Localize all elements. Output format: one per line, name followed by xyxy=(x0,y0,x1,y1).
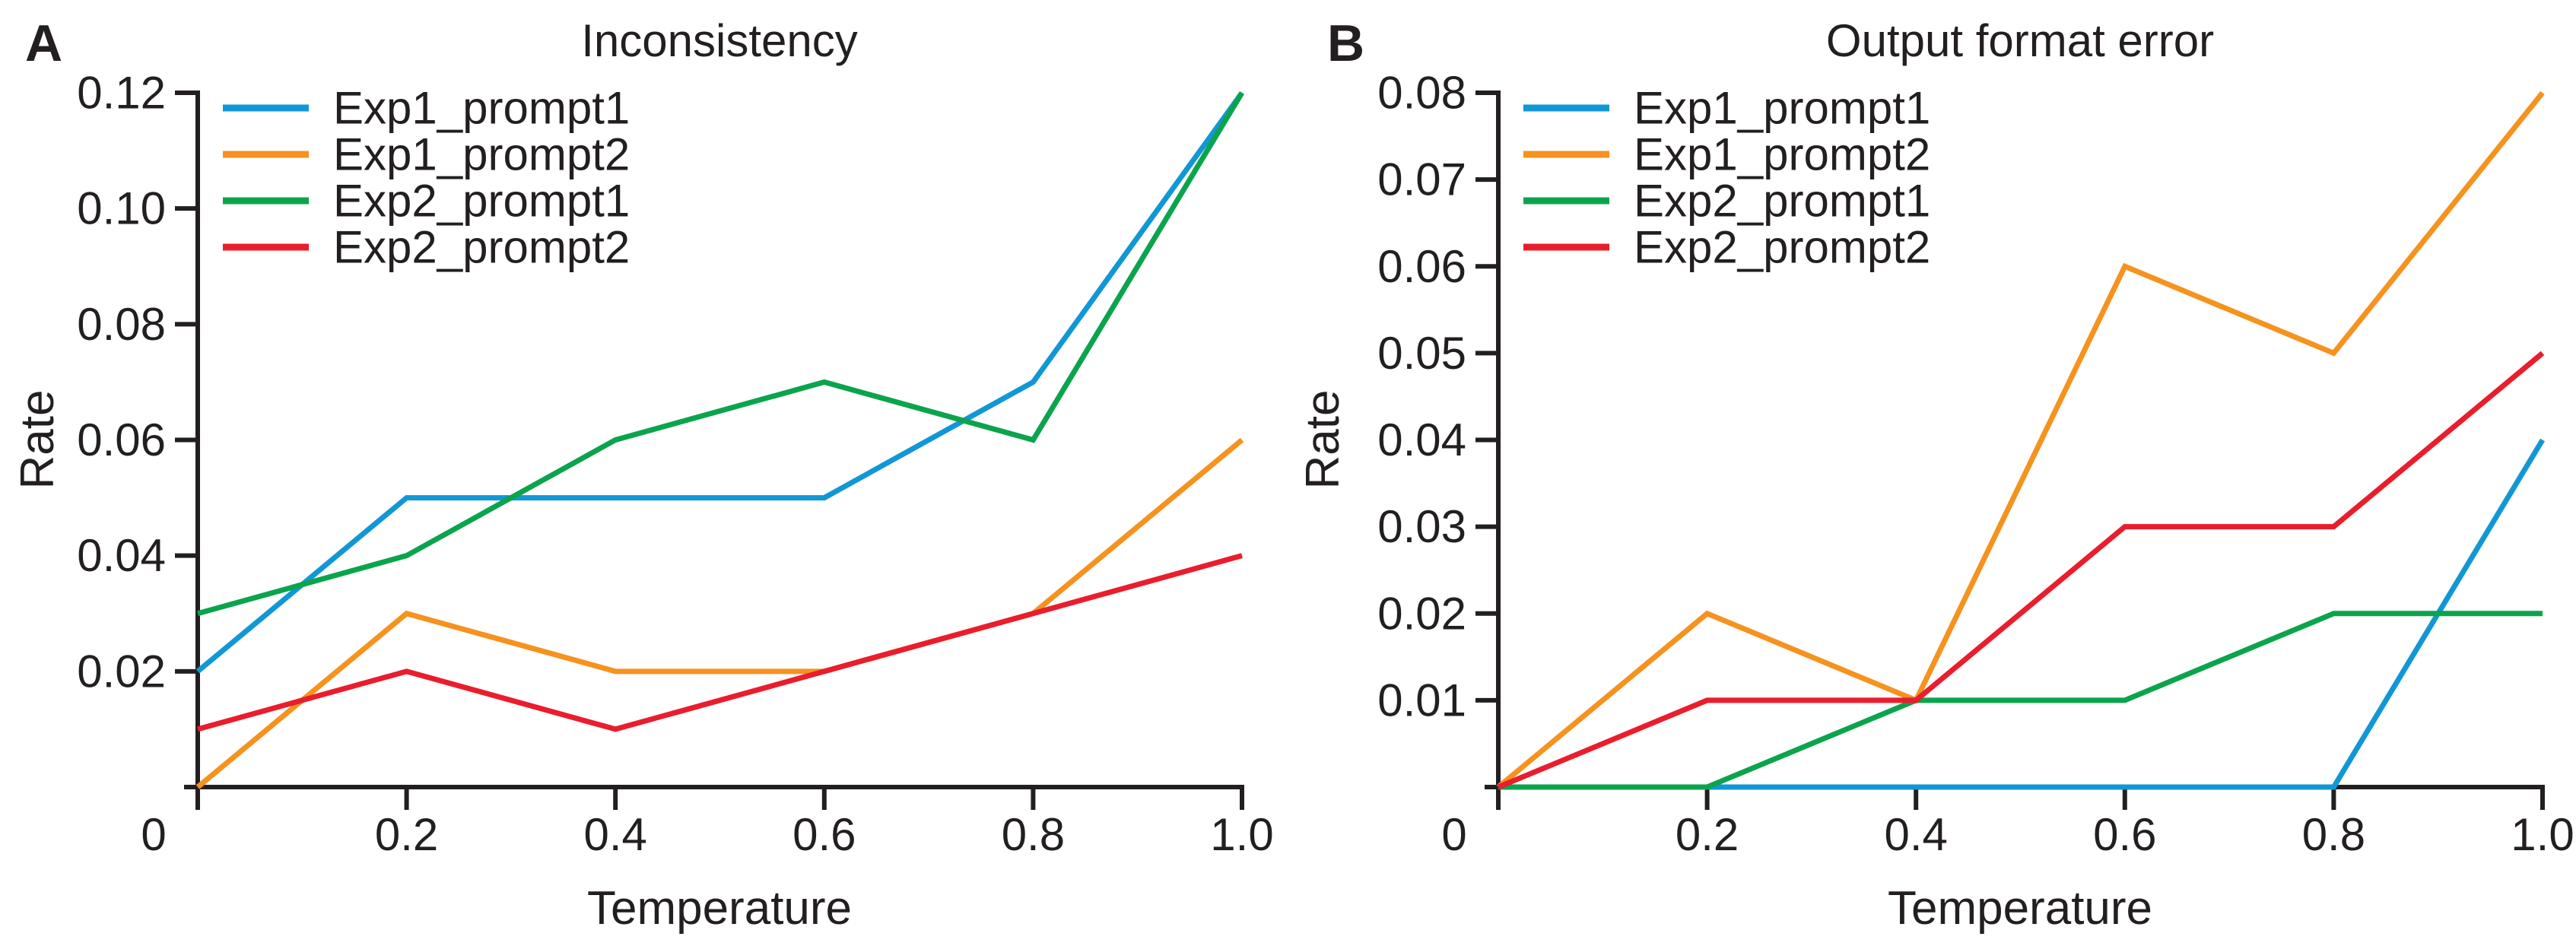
y-tick-label: 0.02 xyxy=(77,646,166,697)
x-tick-label: 0.2 xyxy=(375,809,438,860)
y-tick-label: 0.03 xyxy=(1377,501,1466,552)
y-tick-label: 0.12 xyxy=(77,68,166,119)
y-tick-label: 0.01 xyxy=(1377,675,1466,725)
series-line-exp1_prompt2 xyxy=(195,437,1244,789)
panel-a-title: Inconsistency xyxy=(581,15,858,66)
legend-label-exp2_prompt1: Exp2_prompt1 xyxy=(333,176,630,227)
series-line-exp2_prompt2 xyxy=(1497,351,2545,790)
x-tick-label: 0.8 xyxy=(1002,809,1065,860)
panel-b-x-axis-label: Temperature xyxy=(1888,882,2152,935)
panel-b-title: Output format error xyxy=(1826,15,2214,66)
x-tick-label: 0 xyxy=(141,809,166,860)
x-tick-label: 1.0 xyxy=(1210,809,1273,860)
legend-label-exp1_prompt2: Exp1_prompt2 xyxy=(1634,129,1930,180)
legend-label-exp2_prompt2: Exp2_prompt2 xyxy=(333,222,630,273)
legend-label-exp1_prompt2: Exp1_prompt2 xyxy=(333,129,630,180)
x-tick-label: 0.2 xyxy=(1676,809,1739,860)
series-line-exp2_prompt2 xyxy=(197,553,1243,732)
x-tick-label: 1.0 xyxy=(2511,809,2574,860)
y-tick-label: 0.10 xyxy=(77,183,166,234)
legend-label-exp1_prompt1: Exp1_prompt1 xyxy=(1634,83,1930,134)
y-tick-label: 0.05 xyxy=(1377,328,1466,379)
panel-letter-a: A xyxy=(25,14,62,72)
x-tick-label: 0 xyxy=(1441,809,1466,860)
x-tick-label: 0.6 xyxy=(792,809,856,860)
x-tick-label: 0.4 xyxy=(1884,809,1947,860)
panel-a: A Inconsistency Rate Temperature 0 0.2 0.4… xyxy=(11,14,1274,935)
y-tick-label: 0.04 xyxy=(1377,414,1466,465)
legend-label-exp2_prompt1: Exp2_prompt1 xyxy=(1634,176,1930,227)
panel-a-y-axis-label: Rate xyxy=(11,390,64,490)
x-tick-label: 0.6 xyxy=(2093,809,2156,860)
y-tick-label: 0.06 xyxy=(1377,241,1466,292)
panel-letter-b: B xyxy=(1327,14,1364,72)
series-line-exp1_prompt2 xyxy=(1496,90,2545,789)
panel-a-plot: 0 0.2 0.4 0.6 0.8 1.0 0.02 0.04 0.06 0.08 0.10 0.12… xyxy=(77,68,1273,861)
panel-a-x-axis-label: Temperature xyxy=(587,882,852,935)
y-tick-label: 0.04 xyxy=(77,530,166,581)
panel-b-plot: 0 0.2 0.4 0.6 0.8 1.0 0.01 0.02 0.03 0.04 0.05 0.06… xyxy=(1377,68,2574,861)
series-line-exp1_prompt1 xyxy=(195,90,1244,674)
panel-b: B Output format error Rate Temperature 0… xyxy=(1297,14,2574,935)
legend-label-exp1_prompt1: Exp1_prompt1 xyxy=(333,83,630,134)
y-tick-label: 0.02 xyxy=(1377,588,1466,639)
y-tick-label: 0.06 xyxy=(77,414,166,465)
y-tick-label: 0.08 xyxy=(77,299,166,350)
y-tick-label: 0.08 xyxy=(1377,68,1466,119)
panel-b-y-axis-label: Rate xyxy=(1297,390,1349,490)
y-tick-label: 0.07 xyxy=(1377,154,1466,205)
series-line-exp2_prompt1 xyxy=(1498,611,2543,790)
x-tick-label: 0.8 xyxy=(2302,809,2365,860)
x-tick-label: 0.4 xyxy=(583,809,646,860)
series-line-exp2_prompt1 xyxy=(197,91,1244,617)
legend-label-exp2_prompt2: Exp2_prompt2 xyxy=(1634,222,1930,273)
